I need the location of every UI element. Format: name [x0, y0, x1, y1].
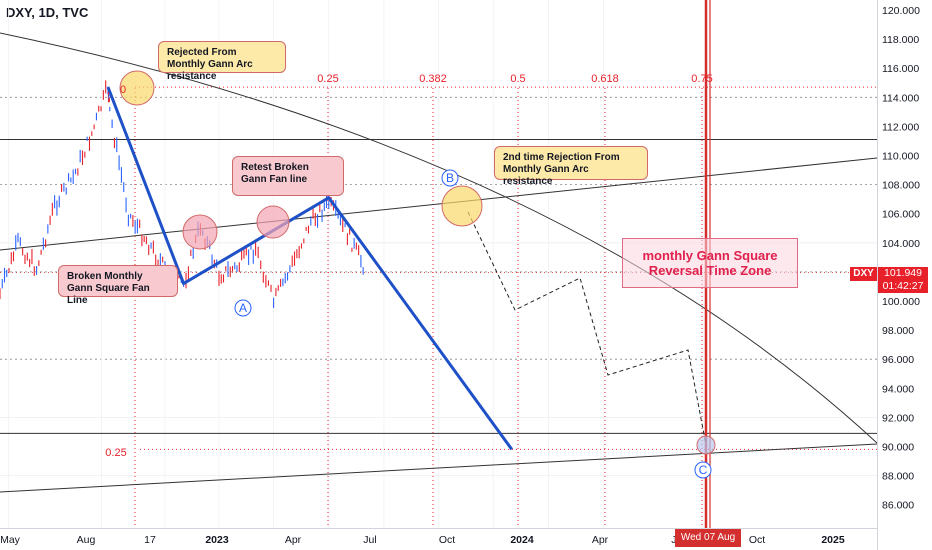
gann-fan-line	[0, 157, 878, 251]
y-tick-label: 104.000	[882, 238, 920, 250]
y-tick-label: 86.000	[882, 500, 914, 512]
date-cursor-tag: Wed 07 Aug	[675, 529, 741, 547]
note-retest-fan: Retest Broken Gann Fan line	[232, 156, 344, 196]
x-tick-label: Aug	[77, 534, 96, 546]
y-tick-label: 94.000	[882, 383, 914, 395]
gann-fan-line	[0, 443, 878, 493]
pivot-marker	[234, 299, 252, 317]
note-rejected-arc: Rejected From Monthly Gann Arc resistanc…	[158, 41, 286, 82]
y-tick-label: 90.000	[882, 442, 914, 454]
y-tick-label: 108.000	[882, 180, 920, 192]
pivot-label: A	[239, 301, 247, 315]
y-tick-label: 116.000	[882, 63, 919, 75]
y-tick-label: 120.000	[882, 5, 920, 17]
pivot-marker	[441, 169, 459, 187]
pivot-marker	[694, 461, 712, 479]
x-tick-label: 2025	[821, 534, 845, 546]
pivot-label: C	[699, 463, 708, 477]
y-tick-label: 110.000	[882, 151, 919, 163]
fib-time-label: 0.75	[691, 73, 712, 85]
fan-break-circle	[182, 214, 218, 250]
gann-arc	[0, 32, 878, 444]
y-tick-label: 114.000	[882, 92, 919, 104]
x-tick-label: 2023	[205, 534, 229, 546]
x-tick-label: Apr	[285, 534, 302, 546]
bar-countdown-label: 01:42:27	[878, 280, 928, 293]
pivot-label: B	[446, 171, 454, 185]
projection-path	[106, 86, 514, 451]
y-tick-label: 112.000	[882, 121, 919, 133]
fib-price-label: 0.25	[105, 447, 126, 459]
y-tick-label: 96.000	[882, 354, 914, 366]
last-price-label: 101.949	[878, 267, 928, 280]
second-rejection-circle	[441, 185, 483, 227]
fib-time-label: 0.618	[591, 73, 619, 85]
note-broken-fan: Broken Monthly Gann Square Fan Line	[58, 265, 178, 306]
x-tick-label: 2024	[510, 534, 534, 546]
x-tick-label: Apr	[592, 534, 609, 546]
chart-title: DXY, 1D, TVC	[6, 5, 89, 20]
x-tick-label: Jul	[363, 534, 376, 546]
y-tick-label: 88.000	[882, 471, 914, 483]
note-second-rejection: 2nd time Rejection From Monthly Gann Arc…	[494, 146, 648, 187]
reversal-time-zone-box: monthly Gann Square Reversal Time Zone	[622, 238, 798, 288]
price-axis-divider	[877, 0, 878, 550]
x-tick-label: 17	[144, 534, 156, 546]
y-tick-label: 106.000	[882, 209, 920, 221]
fan-retest-circle	[256, 205, 290, 239]
time-axis-divider	[0, 528, 877, 529]
arc-rejection-circle	[119, 70, 155, 106]
dashed-projection	[467, 211, 707, 446]
x-tick-label: Oct	[439, 534, 455, 546]
y-tick-label: 100.000	[882, 296, 920, 308]
x-tick-label: Oct	[749, 534, 765, 546]
y-tick-label: 92.000	[882, 412, 914, 424]
fib-time-label: 0.25	[317, 73, 338, 85]
symbol-price-tag: DXY	[850, 267, 877, 281]
y-tick-label: 98.000	[882, 325, 914, 337]
fib-time-label: 0	[120, 84, 126, 96]
fib-time-label: 0.5	[510, 73, 525, 85]
y-tick-label: 118.000	[882, 34, 919, 46]
target-circle	[696, 435, 716, 455]
fib-time-label: 0.382	[419, 73, 447, 85]
x-tick-label: May	[0, 534, 21, 546]
